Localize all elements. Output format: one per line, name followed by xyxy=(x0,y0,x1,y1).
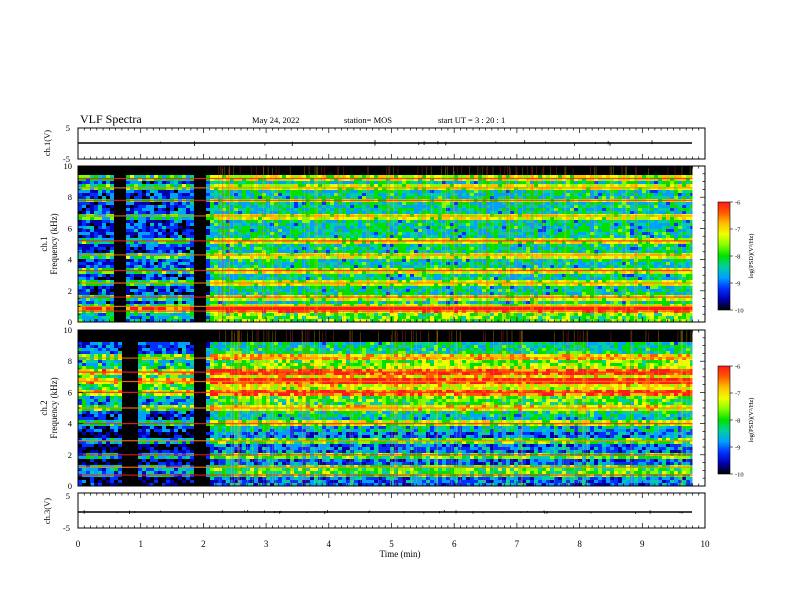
colorbar-tick-label: -7 xyxy=(735,391,741,398)
colorbar-tick-label: -8 xyxy=(735,418,740,425)
y-tick-label: 2 xyxy=(68,450,72,460)
ch1-voltage-panel: 5 -5 ch.1(V) xyxy=(42,123,706,164)
x-tick-label: 9 xyxy=(640,539,645,549)
x-tick-label: 8 xyxy=(577,539,582,549)
x-axis-label: Time (min) xyxy=(380,549,421,559)
y-tick-label: 8 xyxy=(68,356,72,366)
y-tick-label: 10 xyxy=(64,325,73,335)
ch1-voltage-ticks xyxy=(77,128,706,159)
ch2-spectrogram xyxy=(78,330,705,486)
start-time-label: start UT = 3 : 20 : 1 xyxy=(438,115,505,125)
colorbar-tick-label: -9 xyxy=(735,281,740,288)
colorbar-tick-label: -6 xyxy=(735,364,741,371)
y-tick-label: 10 xyxy=(64,161,73,171)
ch3-voltage-panel: 5 -5 ch.3(V) xyxy=(42,491,706,533)
figure-title: VLF Spectra xyxy=(80,112,142,126)
ch1-voltage-ylabel: ch.1(V) xyxy=(42,130,52,156)
ch1-voltage-spikes xyxy=(160,140,653,146)
ch2-spectrogram-ylabel-top: ch.2 xyxy=(39,400,49,415)
y-tick-label: 0 xyxy=(68,481,72,491)
ch1-colorbar-ramp xyxy=(717,201,731,311)
ch3-voltage-frame xyxy=(77,492,706,529)
date-label: May 24, 2022 xyxy=(252,115,299,125)
colorbar-tick-label: -8 xyxy=(735,254,740,261)
ch1-colorbar: -6 -7 -8 -9 -10 log(PSD)(V²/Hz) xyxy=(717,200,755,315)
colorbar-tick-label: -10 xyxy=(735,472,744,479)
x-tick-label: 1 xyxy=(138,539,143,549)
x-tick-labels: 0 1 2 3 4 5 6 7 8 9 10 xyxy=(76,539,710,549)
ch1-spectrogram xyxy=(78,166,705,322)
ch3-voltage-spikes xyxy=(83,510,683,514)
ch1-voltage-ymin: -5 xyxy=(63,154,70,164)
ch2-spectrogram-panel: 0 2 4 6 8 10 ch.2 Frequency (kHz) xyxy=(39,325,706,491)
ch1-colorbar-label: log(PSD)(V²/Hz) xyxy=(748,234,755,279)
x-tick-label: 0 xyxy=(76,539,81,549)
x-tick-label: 3 xyxy=(264,539,269,549)
y-tick-label: 8 xyxy=(68,192,72,202)
colorbar-tick-label: -6 xyxy=(735,200,741,207)
ch2-colorbar: -6 -7 -8 -9 -10 log(PSD)(V²/Hz) xyxy=(717,364,755,479)
ch1-spectrogram-ylabel-bottom: Frequency (kHz) xyxy=(49,213,59,274)
y-tick-label: 6 xyxy=(68,387,72,397)
ch1-spectrogram-panel: 0 2 4 6 8 10 ch.1 Frequency (kHz) xyxy=(39,161,706,327)
x-tick-label: 5 xyxy=(389,539,394,549)
ch2-colorbar-label: log(PSD)(V²/Hz) xyxy=(748,398,755,443)
ch2-spectrogram-ylabel-bottom: Frequency (kHz) xyxy=(49,377,59,438)
x-tick-label: 7 xyxy=(515,539,520,549)
y-tick-label: 2 xyxy=(68,286,72,296)
ch3-voltage-ylabel: ch.3(V) xyxy=(42,498,52,524)
ch1-colorbar-ticks: -6 -7 -8 -9 -10 xyxy=(730,200,744,315)
ch1-spectrogram-ticks xyxy=(77,165,706,323)
x-tick-label: 4 xyxy=(327,539,332,549)
colorbar-tick-label: -9 xyxy=(735,445,740,452)
ch3-voltage-ticks xyxy=(77,493,706,528)
y-tick-label: 6 xyxy=(68,223,72,233)
x-tick-label: 2 xyxy=(201,539,206,549)
y-tick-label: 4 xyxy=(68,419,73,429)
x-tick-label: 6 xyxy=(452,539,457,549)
colorbar-tick-label: -10 xyxy=(735,308,744,315)
station-label: station= MOS xyxy=(344,115,392,125)
y-tick-label: 0 xyxy=(68,317,72,327)
y-tick-label: 4 xyxy=(68,255,73,265)
ch3-voltage-ymin: -5 xyxy=(63,523,70,533)
ch2-ytick-labels: 0 2 4 6 8 10 xyxy=(64,325,73,491)
ch3-voltage-ymax: 5 xyxy=(66,491,70,501)
ch2-colorbar-ramp xyxy=(717,365,731,475)
ch1-spectrogram-ylabel-top: ch.1 xyxy=(39,236,49,251)
ch1-ytick-labels: 0 2 4 6 8 10 xyxy=(64,161,73,327)
x-tick-label: 10 xyxy=(701,539,711,549)
colorbar-tick-label: -7 xyxy=(735,227,741,234)
ch2-colorbar-ticks: -6 -7 -8 -9 -10 xyxy=(730,364,744,479)
ch2-spectrogram-ticks xyxy=(77,329,706,487)
ch1-voltage-ymax: 5 xyxy=(66,123,70,133)
